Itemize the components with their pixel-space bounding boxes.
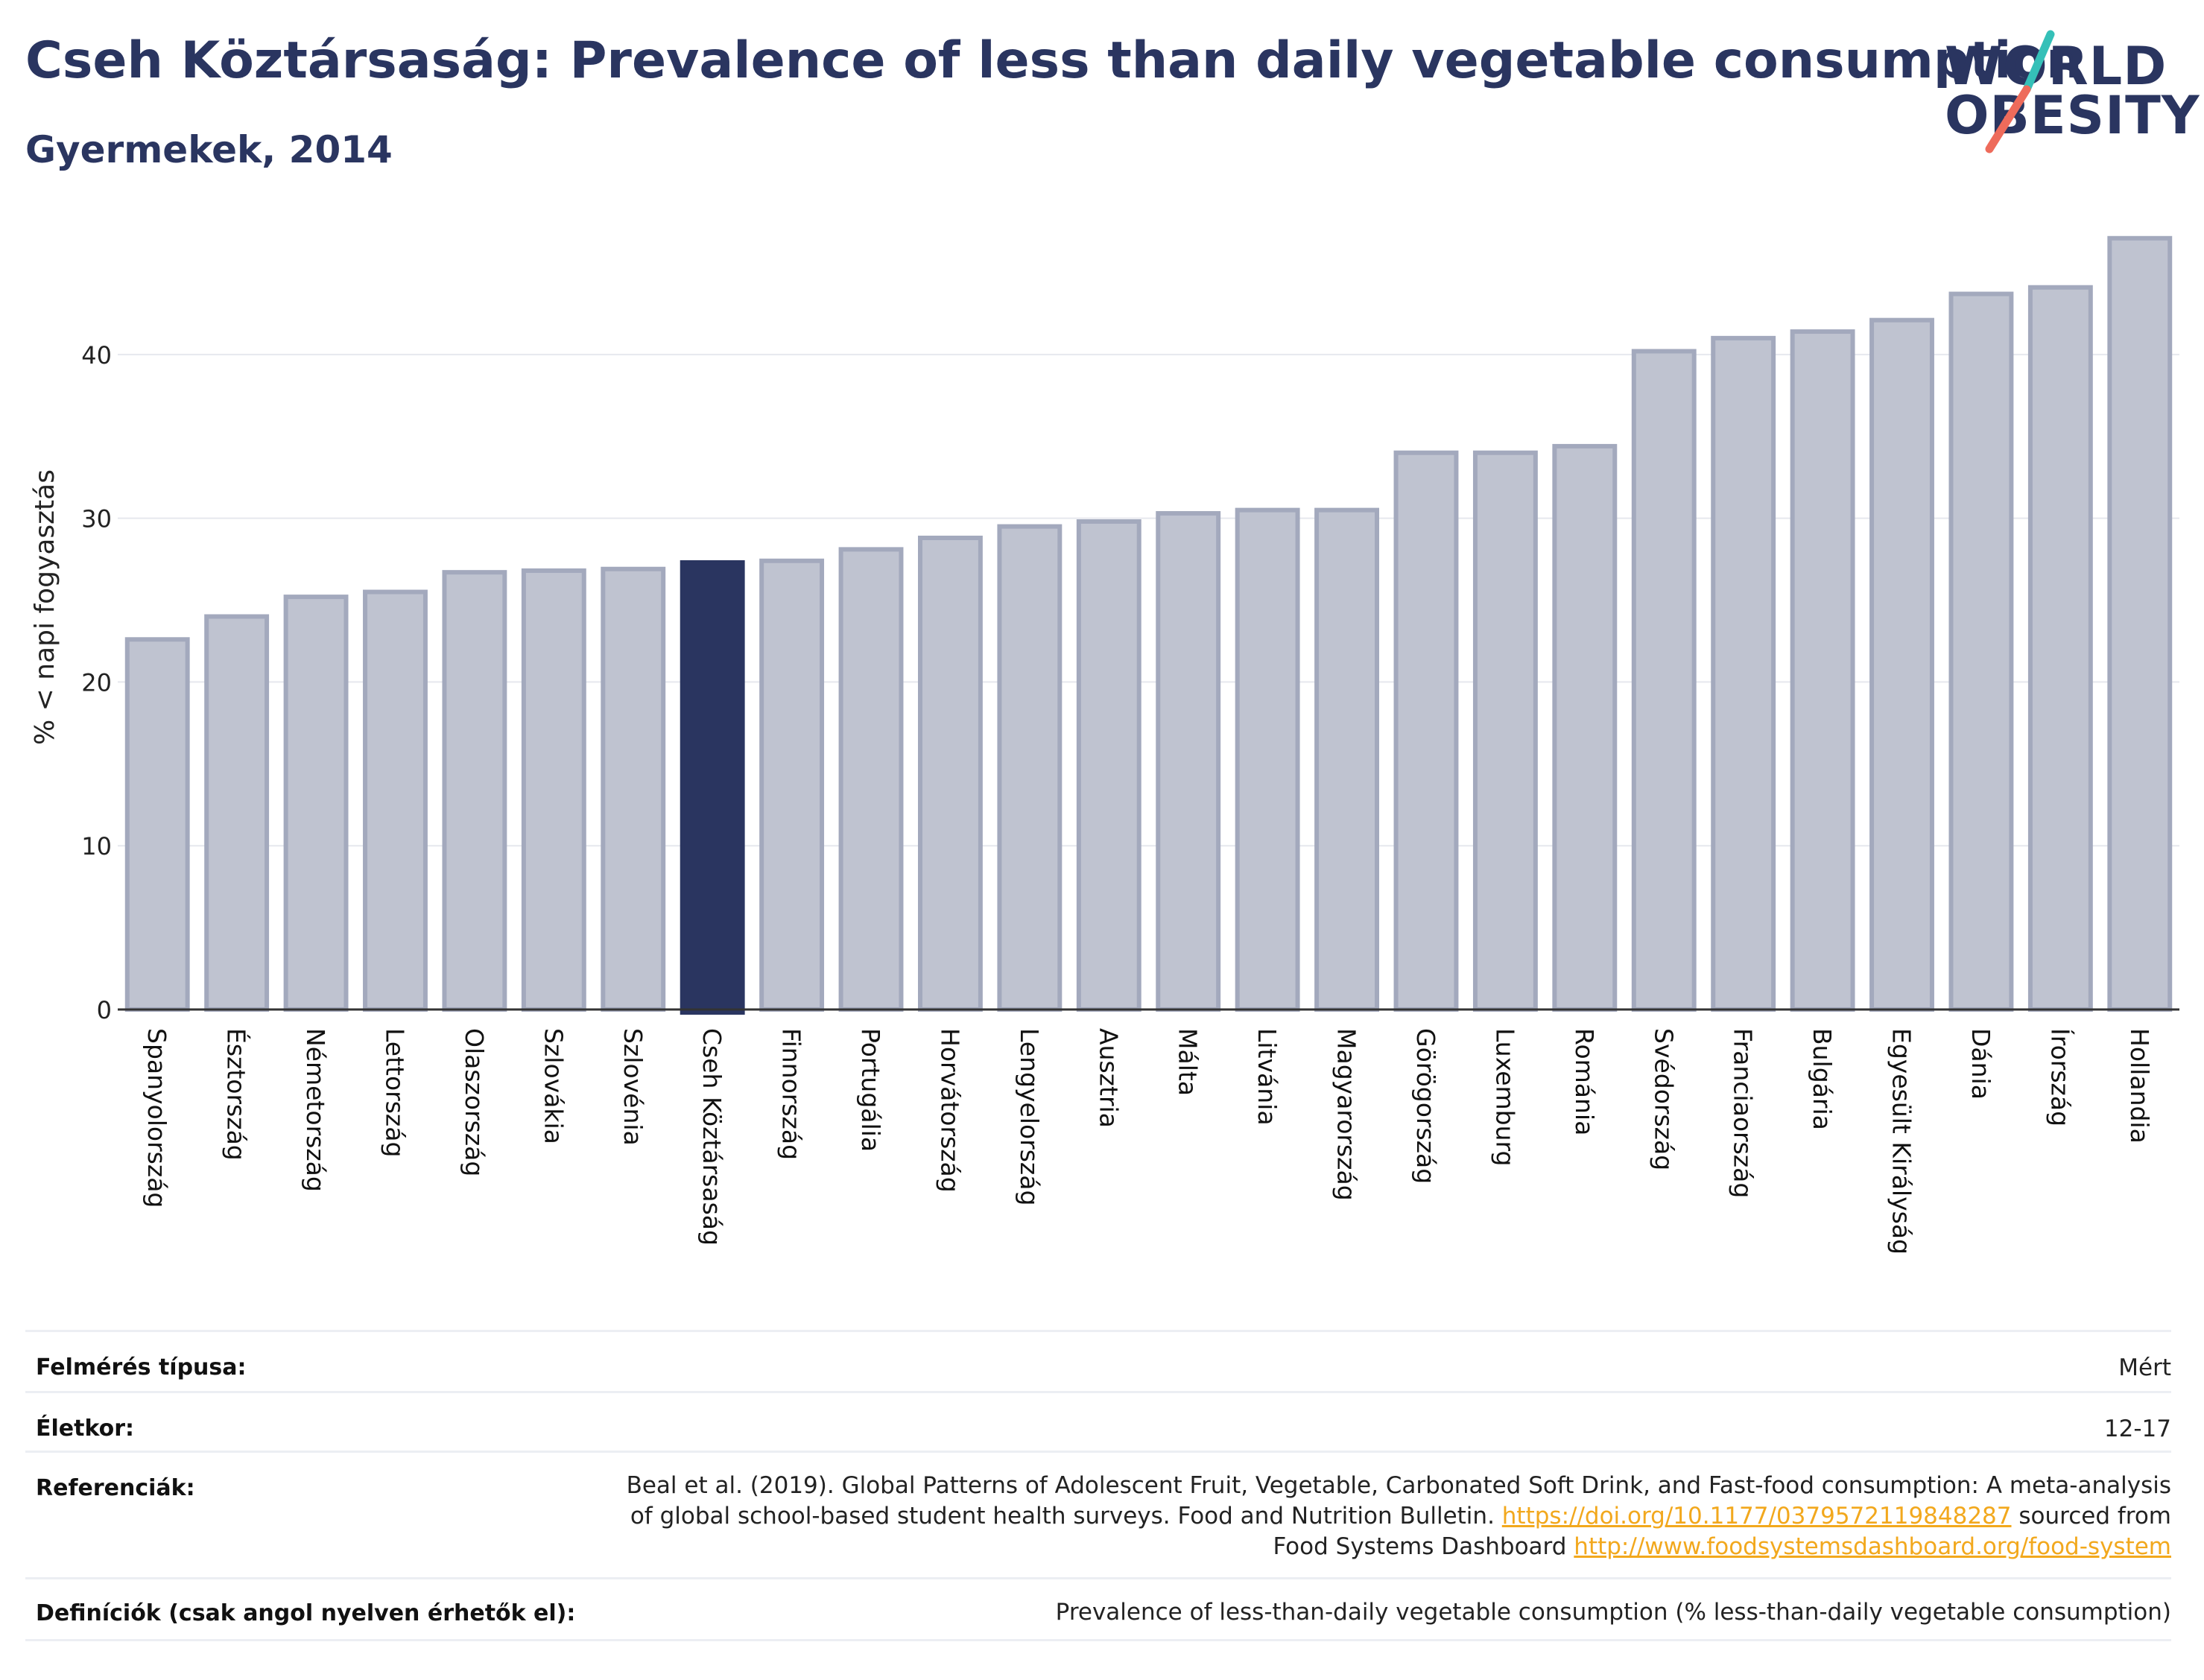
x-tick-label: Románia (1570, 1028, 1599, 1135)
x-tick-label: Magyarország (1332, 1028, 1361, 1201)
bar (1552, 443, 1618, 1012)
x-tick-label: Franciaország (1729, 1028, 1758, 1198)
food-systems-link[interactable]: http://www.foodsystemsdashboard.org/food… (1574, 1533, 2171, 1560)
bar (1314, 507, 1379, 1012)
y-tick-label: 0 (97, 996, 112, 1024)
logo-text-world: WORLD (1945, 36, 2167, 97)
y-tick-label: 20 (81, 668, 112, 697)
x-tick-label: Egyesült Királyság (1887, 1028, 1916, 1255)
x-tick-label: Lettország (380, 1028, 409, 1157)
bar (1869, 317, 1934, 1012)
bar-chart: 0 10 20 30 40 % < napi fogyasztás Spanyolorszá… (30, 235, 2179, 1255)
age-value: 12-17 (2103, 1416, 2171, 1442)
y-tick-label: 10 (81, 832, 112, 860)
world-obesity-logo: WORLD OBESITY (1945, 30, 2200, 156)
bar (601, 566, 666, 1012)
bar (1156, 511, 1221, 1012)
x-tick-label: Hollandia (2125, 1028, 2154, 1144)
x-tick-label: Litvánia (1253, 1028, 1282, 1126)
bar (1948, 291, 2014, 1012)
bar (363, 589, 428, 1012)
y-tick-label: 40 (81, 341, 112, 370)
page-subtitle: Gyermekek, 2014 (25, 128, 393, 171)
x-tick-label: Ausztria (1094, 1028, 1123, 1128)
bar (1393, 450, 1459, 1012)
x-tick-label: Görögország (1411, 1028, 1440, 1184)
bar (680, 560, 745, 1015)
x-tick-label: Luxemburg (1490, 1028, 1519, 1166)
x-tick-label: Olaszország (460, 1028, 489, 1176)
meta-row-survey: Felmérés típusa: Mért (25, 1330, 2171, 1393)
logo-text-obesity: OBESITY (1945, 85, 2200, 146)
reference-line-3: Food Systems Dashboard http://www.foodsy… (383, 1532, 2171, 1562)
references-label: Referenciák: (36, 1475, 195, 1501)
reference-text-3: sourced from (2011, 1503, 2171, 1530)
bar (1235, 507, 1300, 1012)
bar (838, 547, 904, 1012)
x-tick-label: Írország (2045, 1028, 2075, 1126)
x-tick-label: Finnország (777, 1028, 806, 1160)
x-tick-label: Lengyelország (1015, 1028, 1044, 1205)
y-axis-title: % < napi fogyasztás (30, 469, 60, 745)
reference-line-1: Beal et al. (2019). Global Patterns of A… (626, 1472, 2171, 1499)
bar (1790, 329, 1855, 1012)
survey-type-label: Felmérés típusa: (36, 1354, 247, 1381)
bar (204, 614, 270, 1012)
x-tick-label: Szlovákia (539, 1028, 568, 1144)
x-tick-label: Észtország (222, 1028, 252, 1161)
x-tick-label: Portugália (856, 1028, 885, 1152)
reference-text-2: of global school-based student health su… (630, 1503, 1502, 1530)
x-tick-label: Cseh Köztársaság (697, 1028, 726, 1246)
bar (1631, 349, 1697, 1012)
x-tick-label: Németország (301, 1028, 330, 1192)
x-tick-label: Horvátország (935, 1028, 964, 1193)
bar (2107, 235, 2173, 1012)
x-tick-label: Dánia (1966, 1028, 1995, 1100)
bar (124, 637, 190, 1012)
bar (442, 570, 507, 1012)
bar (1472, 450, 1538, 1012)
reference-line-2: of global school-based student health su… (383, 1501, 2171, 1532)
meta-row-references: Referenciák: Beal et al. (2019). Global … (25, 1451, 2171, 1579)
bar (1076, 519, 1141, 1012)
bar (521, 568, 586, 1012)
meta-row-definitions: Definíciók (csak angol nyelven érhetők e… (25, 1577, 2171, 1641)
survey-type-value: Mért (2118, 1354, 2171, 1381)
doi-link[interactable]: https://doi.org/10.1177/0379572119848287 (1501, 1503, 2012, 1530)
bar (1711, 335, 1776, 1012)
x-tick-label: Spanyolország (142, 1028, 171, 1208)
references-value: Beal et al. (2019). Global Patterns of A… (383, 1471, 2171, 1562)
bar (2027, 285, 2093, 1012)
x-tick-label: Málta (1174, 1028, 1203, 1096)
logo-slash-icon (1985, 30, 2055, 153)
age-label: Életkor: (36, 1416, 135, 1442)
definitions-value: Prevalence of less-than-daily vegetable … (1055, 1599, 2171, 1626)
bar (918, 536, 983, 1012)
page-title: Cseh Köztársaság: Prevalence of less tha… (25, 31, 2083, 90)
x-tick-label: Bulgária (1808, 1028, 1837, 1130)
reference-text-4: Food Systems Dashboard (1273, 1533, 1574, 1560)
bar (997, 524, 1063, 1012)
x-tick-label: Szlovénia (618, 1028, 647, 1146)
bar (283, 595, 349, 1012)
y-tick-label: 30 (81, 505, 112, 533)
definitions-label: Definíciók (csak angol nyelven érhetők e… (36, 1600, 576, 1626)
x-tick-label: Svédország (1649, 1028, 1678, 1170)
meta-row-age: Életkor: 12-17 (25, 1391, 2171, 1453)
bar (759, 558, 825, 1012)
